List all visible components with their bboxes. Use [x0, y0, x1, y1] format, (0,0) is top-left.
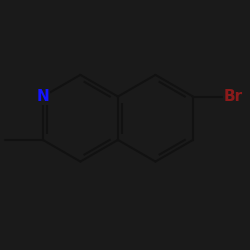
Text: Br: Br	[223, 89, 242, 104]
Text: N: N	[36, 89, 49, 104]
